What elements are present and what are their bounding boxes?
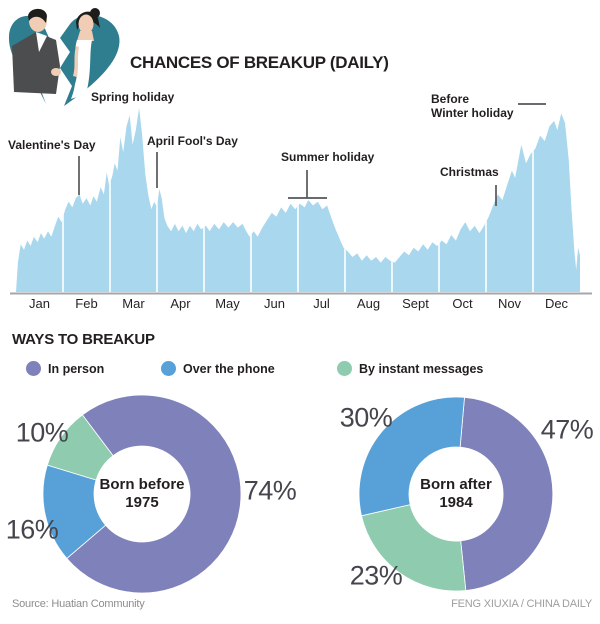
legend-dot-icon: [161, 361, 176, 376]
month-label: Sept: [402, 296, 429, 311]
legend-item: In person: [26, 361, 104, 376]
pct-label: 30%: [339, 402, 393, 433]
footer-source: Source: Huatian Community: [12, 598, 145, 610]
ways-section-title: WAYS TO BREAKUP: [12, 331, 155, 348]
pct-label: 23%: [349, 560, 403, 591]
donut-slice: [358, 396, 465, 517]
page-title: CHANCES OF BREAKUP (DAILY): [130, 53, 389, 72]
month-label: Jan: [29, 296, 50, 311]
donut-charts: 74% 16% 10% Born before 1975 47% 23% 30% Born a…: [0, 388, 600, 612]
annotation-label: Christmas: [440, 165, 499, 179]
area-chart-canvas: [10, 103, 592, 295]
donut-slice: [361, 504, 467, 592]
month-label: May: [215, 296, 240, 311]
donut-center-label: Born before 1975: [99, 476, 185, 511]
pct-label: 10%: [15, 417, 69, 448]
month-label: Aug: [356, 296, 381, 311]
x-axis-line: [10, 292, 592, 295]
annotation-label: Before Winter holiday: [431, 92, 514, 120]
donut-center-label: Born after 1984: [420, 476, 492, 511]
broken-heart-couple-icon: [8, 8, 120, 106]
month-label: Jun: [264, 296, 285, 311]
legend-label: In person: [48, 361, 105, 376]
legend-label: By instant messages: [359, 361, 484, 376]
annotation-label: Valentine's Day: [8, 138, 96, 152]
donut-slice: [46, 414, 114, 481]
annotation-label: April Fool's Day: [147, 134, 238, 148]
donut-canvas: [42, 394, 554, 594]
pct-label: 47%: [540, 414, 594, 445]
legend-label: Over the phone: [183, 361, 275, 376]
annotation-label: Summer holiday: [281, 150, 375, 164]
month-label: Jul: [313, 296, 330, 311]
donut-slice: [66, 394, 242, 594]
legend-dot-icon: [337, 361, 352, 376]
donut-slice: [459, 396, 554, 591]
legend-dot-icon: [26, 361, 41, 376]
annotation-label: Spring holiday: [91, 90, 175, 104]
month-label: Nov: [497, 296, 522, 311]
breakup-timeline-chart: Valentine's Day Spring holiday April Fool'…: [0, 88, 600, 316]
pct-label: 74%: [243, 475, 297, 506]
month-label: Oct: [452, 296, 473, 311]
footer-credit: FENG XIUXIA / CHINA DAILY: [451, 598, 592, 610]
month-label: Apr: [170, 296, 191, 311]
month-label: Mar: [122, 296, 145, 311]
legend-item: By instant messages: [337, 361, 483, 376]
pct-label: 16%: [5, 514, 59, 545]
month-label: Dec: [544, 296, 569, 311]
legend-item: Over the phone: [161, 361, 275, 376]
month-label: Feb: [75, 296, 98, 311]
